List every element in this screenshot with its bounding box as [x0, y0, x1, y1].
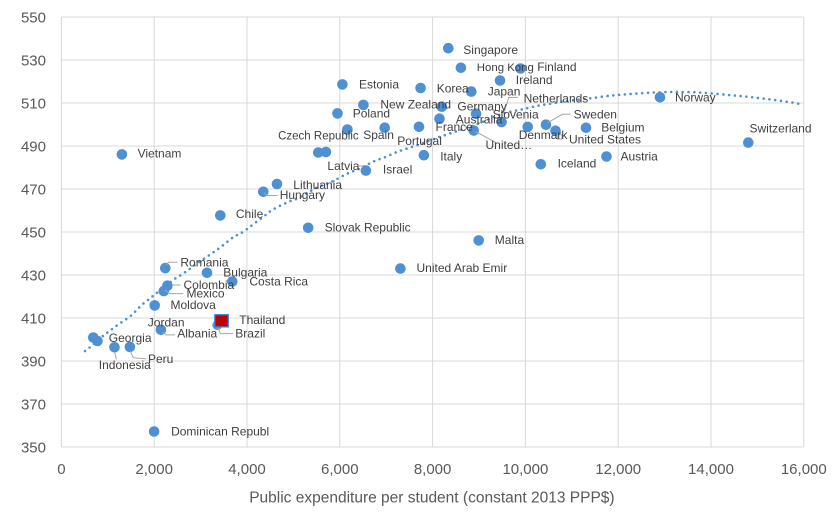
svg-text:Georgia: Georgia [109, 331, 152, 345]
svg-text:390: 390 [21, 353, 46, 370]
svg-text:Switzerland: Switzerland [750, 122, 812, 136]
svg-text:Italy: Italy [440, 149, 462, 163]
svg-text:Chile: Chile [236, 207, 264, 221]
svg-text:United States: United States [569, 132, 641, 146]
svg-text:410: 410 [21, 310, 46, 327]
svg-text:Austria: Austria [621, 150, 659, 164]
svg-text:United Arab Emir: United Arab Emir [417, 261, 508, 275]
svg-text:6,000: 6,000 [321, 461, 359, 478]
svg-text:Korea: Korea [437, 82, 469, 96]
svg-text:Vietnam: Vietnam [138, 146, 182, 160]
svg-text:Bulgaria: Bulgaria [223, 265, 267, 279]
svg-text:Latvia: Latvia [327, 159, 359, 173]
svg-text:Indonesia: Indonesia [99, 358, 151, 372]
svg-text:Dominican Republ: Dominican Republ [171, 425, 269, 439]
svg-text:8,000: 8,000 [414, 461, 452, 478]
svg-text:Mexico: Mexico [187, 287, 225, 301]
svg-text:Slovenia: Slovenia [493, 108, 539, 122]
svg-text:Spain: Spain [363, 128, 394, 142]
svg-text:Romania: Romania [180, 255, 228, 269]
svg-text:Netherlands: Netherlands [524, 92, 589, 106]
svg-text:Czech Republic: Czech Republic [278, 130, 359, 142]
svg-text:14,000: 14,000 [688, 461, 734, 478]
svg-text:Slovak Republic: Slovak Republic [325, 220, 411, 234]
svg-text:Israel: Israel [383, 163, 412, 177]
svg-text:Australia: Australia [456, 112, 503, 126]
svg-text:Iceland: Iceland [558, 157, 597, 171]
svg-text:Japan: Japan [488, 84, 521, 98]
svg-text:10,000: 10,000 [502, 461, 548, 478]
svg-text:France: France [436, 120, 474, 134]
svg-text:United…: United… [486, 138, 533, 152]
svg-text:Lithuania: Lithuania [293, 178, 342, 192]
svg-text:Hungary: Hungary [280, 188, 325, 202]
svg-text:Peru: Peru [148, 352, 173, 366]
svg-text:Costa Rica: Costa Rica [249, 275, 308, 289]
svg-text:12,000: 12,000 [595, 461, 641, 478]
svg-text:Singapore: Singapore [463, 43, 518, 57]
svg-text:New Zealand: New Zealand [380, 97, 451, 111]
svg-text:Public expenditure per student: Public expenditure per student (constant… [249, 490, 614, 507]
svg-text:Hong Kong: Hong Kong [477, 62, 534, 74]
svg-text:0: 0 [57, 461, 65, 478]
svg-text:4,000: 4,000 [228, 461, 266, 478]
svg-text:Malta: Malta [495, 233, 525, 247]
svg-text:550: 550 [21, 9, 46, 26]
svg-text:Finland: Finland [537, 60, 576, 74]
svg-text:430: 430 [21, 267, 46, 284]
svg-text:Colombia: Colombia [184, 278, 235, 292]
svg-text:350: 350 [21, 439, 46, 456]
svg-text:Sweden: Sweden [574, 107, 617, 121]
svg-text:Albania: Albania [177, 326, 217, 340]
svg-text:Portugal: Portugal [397, 134, 442, 148]
svg-text:Jordan: Jordan [148, 315, 185, 329]
svg-text:510: 510 [21, 95, 46, 112]
svg-text:Norway: Norway [675, 91, 716, 105]
svg-text:490: 490 [21, 138, 46, 155]
svg-text:370: 370 [21, 396, 46, 413]
svg-text:Thailand: Thailand [239, 313, 285, 327]
svg-text:Brazil: Brazil [235, 327, 265, 341]
svg-text:Moldova: Moldova [171, 298, 217, 312]
svg-text:Belgium: Belgium [601, 121, 644, 135]
svg-text:Denmark: Denmark [519, 128, 569, 142]
svg-text:Poland: Poland [353, 106, 390, 120]
svg-text:470: 470 [21, 181, 46, 198]
svg-text:16,000: 16,000 [781, 461, 827, 478]
svg-text:450: 450 [21, 224, 46, 241]
svg-text:Germany: Germany [457, 99, 506, 113]
svg-text:530: 530 [21, 52, 46, 69]
svg-text:Estonia: Estonia [359, 77, 399, 91]
svg-text:Ireland: Ireland [516, 73, 553, 87]
svg-text:2,000: 2,000 [135, 461, 173, 478]
